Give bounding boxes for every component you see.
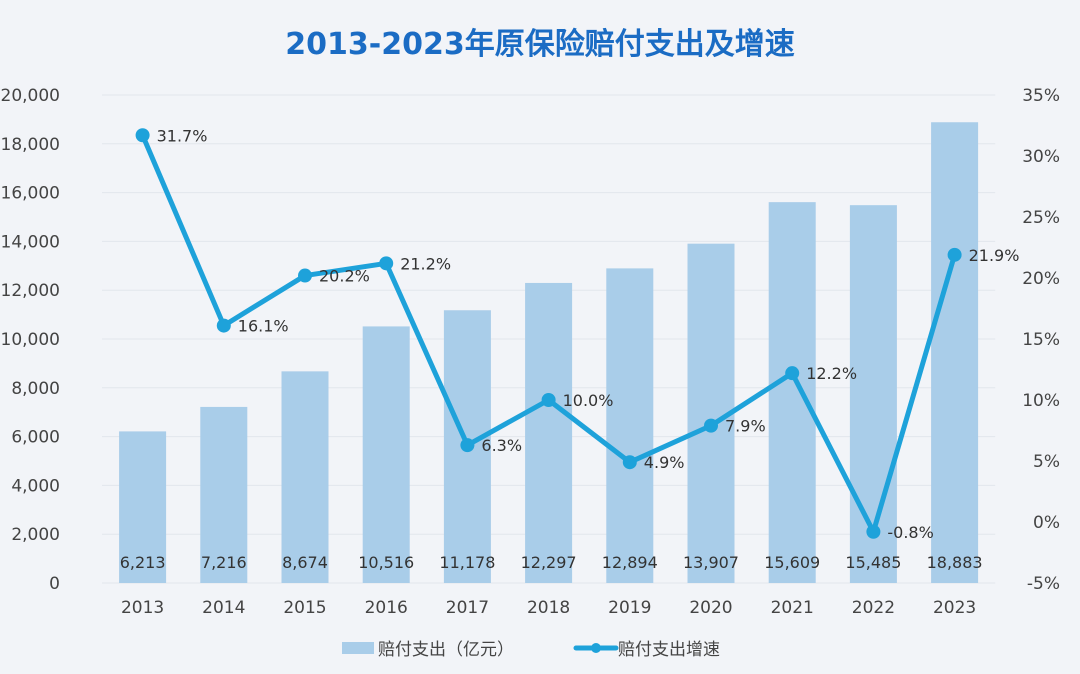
growth-label: 12.2% [806,364,857,383]
legend-bar-label: 赔付支出（亿元） [378,640,514,660]
x-axis-tick: 2013 [121,598,164,618]
x-axis-tick: 2018 [527,598,570,618]
bar [200,406,248,583]
x-axis-tick: 2019 [608,598,651,618]
bar [849,205,897,583]
x-axis-tick: 2020 [689,598,732,618]
bar-value-label: 13,907 [683,553,739,572]
bar-value-label: 7,216 [201,553,247,572]
left-axis-tick: 16,000 [1,184,60,204]
right-axis-tick: -5% [1027,574,1060,594]
bar-value-label: 6,213 [120,553,166,572]
left-axis-tick: 0 [49,574,60,594]
growth-label: -0.8% [887,523,933,542]
axes: 0 2,000 4,000 6,000 8,000 10,000 12,000 14,000 1… [1,86,1060,618]
growth-point [379,256,394,271]
right-axis-tick: 5% [1033,452,1060,472]
bar-value-label: 15,485 [845,553,901,572]
growth-label: 7.9% [725,417,766,436]
growth-label: 20.2% [319,267,370,286]
growth-point [622,455,637,470]
growth-point [135,128,150,143]
growth-label: 10.0% [563,391,614,410]
left-axis-tick: 20,000 [1,86,60,106]
right-axis-tick: 30% [1022,147,1060,167]
x-axis-tick: 2023 [933,598,976,618]
bar [606,268,654,583]
growth-point [785,366,800,381]
left-axis-tick: 8,000 [11,379,60,399]
chart-title: 2013-2023年原保险赔付支出及增速 [285,27,794,62]
right-axis-tick: 35% [1022,86,1060,106]
bar [281,371,329,583]
growth-label: 31.7% [157,126,208,145]
growth-point [704,418,718,433]
growth-point [298,268,312,283]
bar-value-label: 12,297 [521,553,577,572]
growth-label: 16.1% [238,317,289,336]
x-axis-tick: 2017 [446,598,489,618]
growth-label: 21.9% [969,246,1020,265]
right-axis-tick: 10% [1022,391,1060,411]
bar-value-label: 11,178 [439,553,495,572]
left-axis-tick: 10,000 [1,330,60,350]
left-axis-tick: 12,000 [1,281,60,301]
growth-point [460,438,475,453]
right-axis-tick: 25% [1022,208,1060,228]
growth-label: 21.2% [400,254,451,273]
right-axis-tick: 20% [1022,269,1060,289]
growth-point [947,247,962,262]
bar [768,202,816,584]
growth-label: 6.3% [481,436,522,455]
x-axis-tick: 2021 [771,598,814,618]
bar-value-label: 15,609 [764,553,820,572]
bar-value-label: 18,883 [927,553,983,572]
bar-value-label: 10,516 [358,553,414,572]
right-axis-tick: 0% [1033,513,1060,533]
left-axis-tick: 14,000 [1,232,60,252]
x-axis-tick: 2022 [852,598,895,618]
growth-point [216,318,231,333]
legend-line-marker [591,643,601,653]
bar-value-label: 12,894 [602,553,658,572]
legend: 赔付支出（亿元） 赔付支出增速 [342,640,720,660]
bar [931,122,979,584]
right-axis-tick: 15% [1022,330,1060,350]
bar-value-label: 8,674 [282,553,328,572]
bars: 6,213 7,216 8,674 10,516 11,178 12,297 12,894 1… [119,122,983,584]
x-axis-tick: 2015 [283,598,326,618]
legend-line-label: 赔付支出增速 [618,640,720,660]
legend-bar-swatch [342,642,374,654]
left-axis-tick: 4,000 [11,476,60,496]
x-axis-tick: 2014 [202,598,245,618]
growth-point [866,524,881,539]
left-axis-tick: 2,000 [11,525,60,545]
x-axis-tick: 2016 [365,598,408,618]
left-axis-tick: 6,000 [11,428,60,448]
growth-label: 4.9% [644,453,685,472]
bar [362,326,410,583]
bar [119,431,167,583]
bar [525,282,573,583]
growth-line: 31.7% 16.1% 20.2% 21.2% 6.3% 10.0% 4.9% 7.9% 12.… [135,126,1020,542]
growth-point [541,393,556,407]
left-axis-tick: 18,000 [1,135,60,155]
